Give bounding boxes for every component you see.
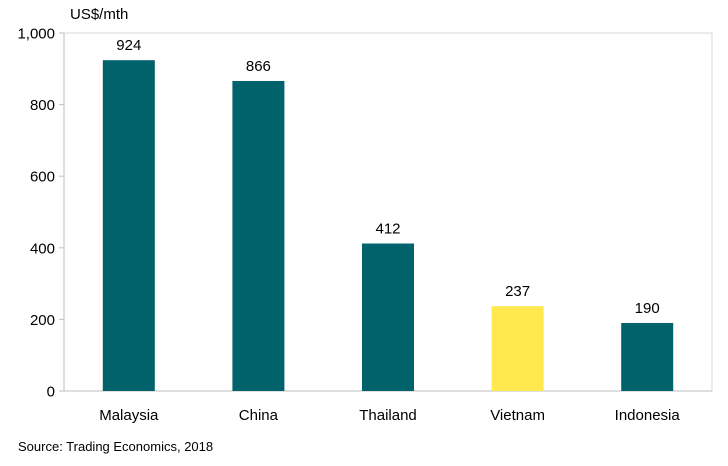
source-note: Source: Trading Economics, 2018 — [18, 439, 214, 454]
y-tick-label: 200 — [30, 312, 55, 329]
x-tick-label: Indonesia — [615, 407, 681, 424]
data-label: 412 — [375, 221, 400, 238]
data-label: 924 — [116, 37, 141, 54]
bar-indonesia — [621, 322, 674, 391]
data-label: 190 — [635, 300, 660, 317]
bar-thailand — [362, 243, 414, 391]
y-tick-label: 0 — [47, 384, 55, 401]
bar-china — [232, 80, 285, 392]
data-label: 237 — [505, 283, 530, 300]
x-tick-label: Thailand — [359, 407, 417, 424]
bar-malaysia — [102, 60, 155, 391]
bar-vietnam — [491, 306, 544, 391]
y-axis-unit-label: US$/mth — [70, 6, 129, 23]
x-tick-label: Malaysia — [99, 407, 159, 424]
y-tick-label: 400 — [30, 240, 55, 257]
data-label: 866 — [246, 58, 271, 75]
y-tick-label: 800 — [30, 97, 55, 114]
y-tick-label: 600 — [30, 169, 55, 186]
x-tick-label: Vietnam — [490, 407, 545, 424]
x-tick-label: China — [239, 407, 279, 424]
y-tick-label: 1,000 — [17, 26, 55, 43]
